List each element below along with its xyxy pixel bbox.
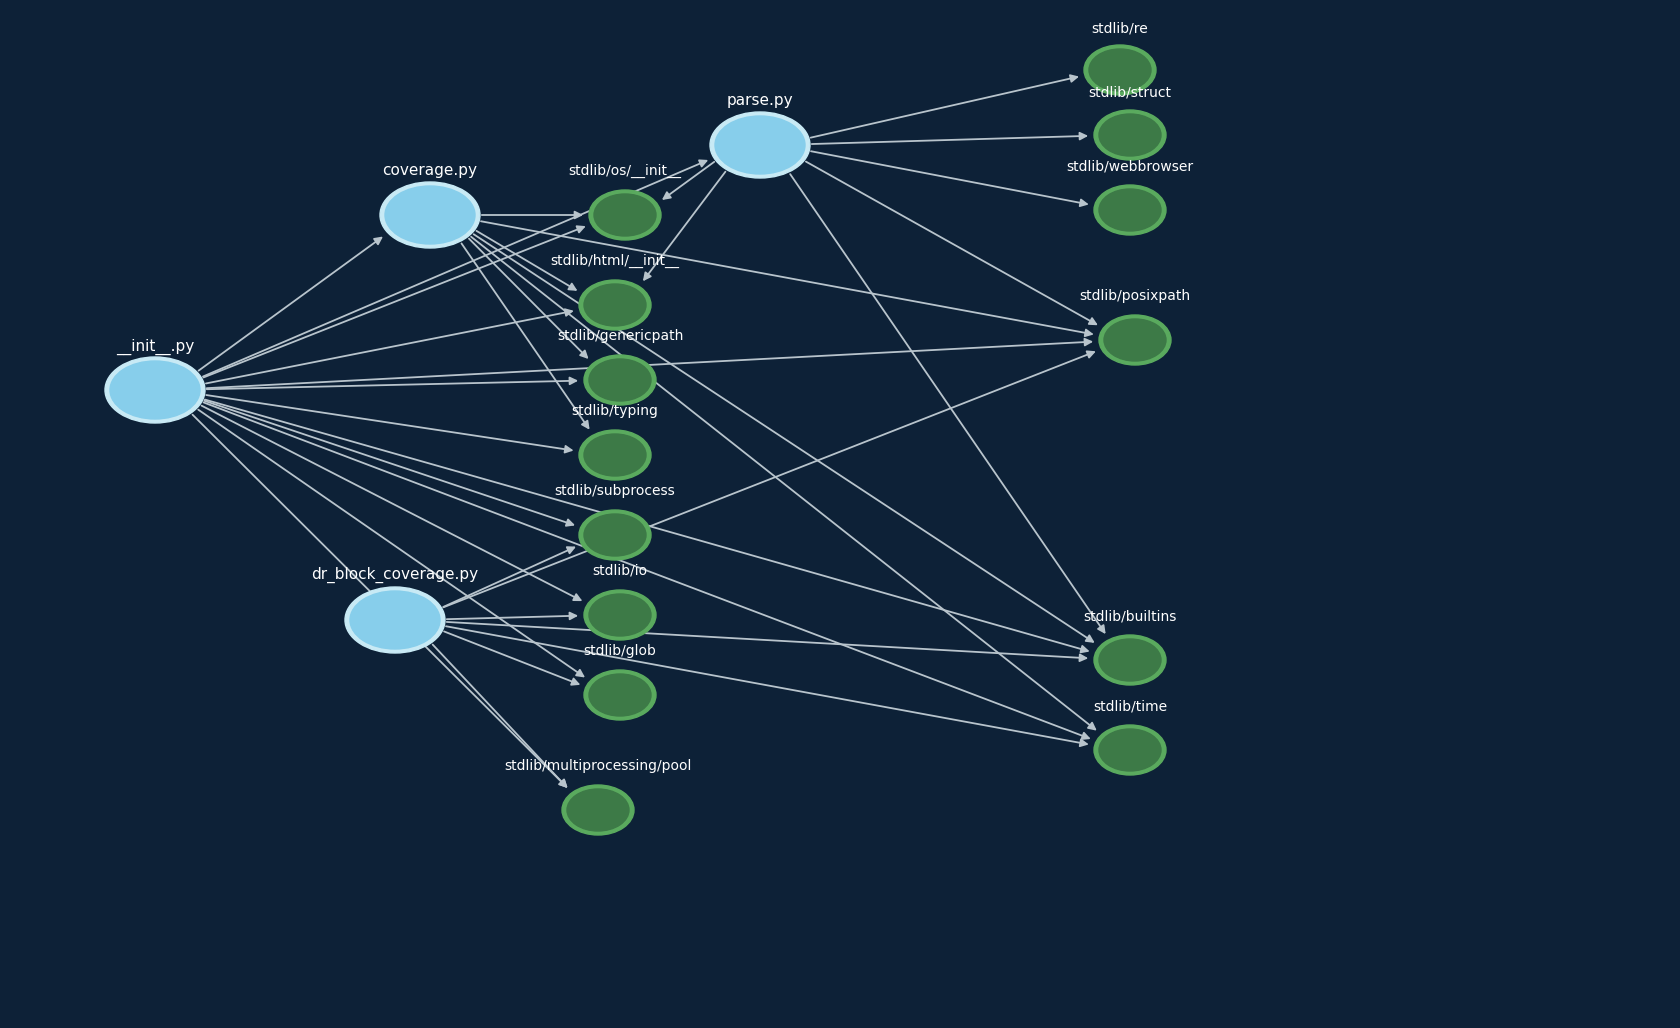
Text: stdlib/multiprocessing/pool: stdlib/multiprocessing/pool (504, 759, 690, 773)
Ellipse shape (109, 361, 200, 419)
Text: stdlib/struct: stdlib/struct (1089, 86, 1171, 100)
Text: stdlib/posixpath: stdlib/posixpath (1079, 289, 1189, 303)
Ellipse shape (709, 112, 810, 178)
Ellipse shape (380, 182, 480, 248)
Ellipse shape (583, 670, 655, 720)
Text: stdlib/genericpath: stdlib/genericpath (556, 329, 682, 343)
Text: stdlib/builtins: stdlib/builtins (1082, 609, 1176, 623)
Ellipse shape (1099, 315, 1171, 365)
Ellipse shape (583, 514, 645, 556)
Text: stdlib/webbrowser: stdlib/webbrowser (1065, 159, 1193, 173)
Text: coverage.py: coverage.py (383, 163, 477, 178)
Ellipse shape (583, 434, 645, 476)
Ellipse shape (588, 190, 660, 240)
Ellipse shape (588, 359, 650, 401)
Text: stdlib/re: stdlib/re (1090, 21, 1147, 35)
Ellipse shape (583, 284, 645, 326)
Ellipse shape (1104, 319, 1166, 361)
Ellipse shape (578, 510, 650, 560)
Text: stdlib/time: stdlib/time (1092, 699, 1166, 713)
Ellipse shape (566, 790, 628, 831)
Ellipse shape (583, 590, 655, 640)
Ellipse shape (349, 591, 440, 649)
Ellipse shape (588, 674, 650, 715)
Ellipse shape (1094, 110, 1166, 160)
Ellipse shape (714, 116, 805, 174)
Ellipse shape (578, 280, 650, 330)
Text: dr_block_coverage.py: dr_block_coverage.py (311, 566, 479, 583)
Text: stdlib/glob: stdlib/glob (583, 644, 657, 658)
Ellipse shape (1084, 45, 1156, 95)
Ellipse shape (1089, 49, 1151, 91)
Ellipse shape (561, 785, 633, 835)
Ellipse shape (578, 430, 650, 480)
Ellipse shape (1099, 189, 1161, 231)
Ellipse shape (1094, 185, 1166, 235)
Text: __init__.py: __init__.py (116, 339, 193, 355)
Text: stdlib/subprocess: stdlib/subprocess (554, 484, 675, 498)
Ellipse shape (593, 194, 655, 236)
Text: stdlib/os/__init__: stdlib/os/__init__ (568, 163, 680, 178)
Ellipse shape (385, 186, 475, 244)
Text: stdlib/html/__init__: stdlib/html/__init__ (549, 254, 679, 268)
Text: parse.py: parse.py (726, 93, 793, 108)
Ellipse shape (1094, 725, 1166, 775)
Ellipse shape (1099, 729, 1161, 771)
Text: stdlib/typing: stdlib/typing (571, 404, 659, 418)
Ellipse shape (104, 357, 205, 423)
Ellipse shape (344, 587, 445, 653)
Ellipse shape (588, 594, 650, 636)
Ellipse shape (1099, 639, 1161, 681)
Text: stdlib/io: stdlib/io (591, 564, 647, 578)
Ellipse shape (1099, 114, 1161, 156)
Ellipse shape (583, 355, 655, 405)
Ellipse shape (1094, 635, 1166, 685)
